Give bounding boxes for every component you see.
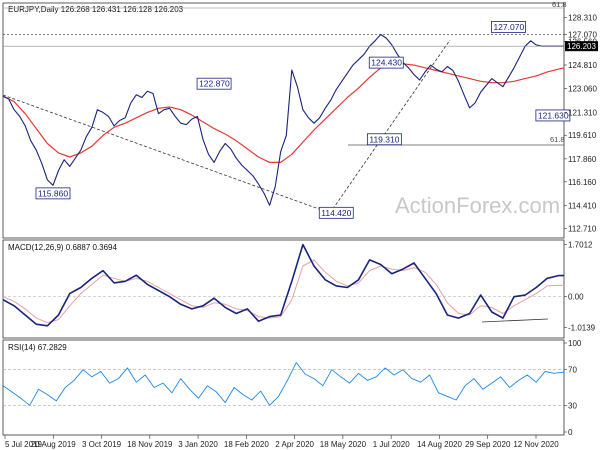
price-annotation-box <box>491 21 526 33</box>
rsi-series-group <box>2 362 565 406</box>
x-tick-label: 12 Nov 2020 <box>513 440 559 449</box>
macd-trendline <box>481 318 549 323</box>
price-annotation-label: 114.420 <box>321 208 351 218</box>
macd-signal-line <box>2 259 564 324</box>
x-tick-label: 5 Jul 2019 <box>5 440 42 449</box>
price-annotation-box <box>366 133 402 146</box>
price-tick-label: 127.070 <box>568 30 597 39</box>
price-tick-label: 112.710 <box>568 224 597 233</box>
x-tick-label: 20 Aug 2019 <box>31 440 76 449</box>
price-annotation-box <box>196 77 232 90</box>
macd-pane-frame <box>2 239 565 339</box>
x-tick-label: 18 Feb 2020 <box>224 440 269 449</box>
price-annotation-box <box>535 109 571 122</box>
rsi-tick-label: 70 <box>568 366 577 375</box>
price-tick-label: 126.203 <box>567 42 596 51</box>
watermark: ActionForex.com <box>395 193 560 218</box>
price-tick-label: 124.810 <box>568 61 597 70</box>
price-last-tag <box>565 41 598 52</box>
x-tick-label: 2 Apr 2020 <box>275 440 314 449</box>
macd-tick-label: 0.00 <box>568 293 584 302</box>
price-annotation-box <box>368 56 404 69</box>
price-axis-group: 128.310127.070126.560126.203124.810123.0… <box>3 14 598 233</box>
price-sma-line <box>2 63 565 163</box>
x-tick-label: 3 Jan 2020 <box>178 440 218 449</box>
x-tick-label: 1 Jul 2020 <box>373 440 410 449</box>
price-annotation-label: 127.070 <box>493 22 524 32</box>
rsi-tick-label: 100 <box>568 339 582 348</box>
rsi-axis-group: 100 70 30 0 <box>564 339 582 437</box>
price-tick-label: 121.310 <box>568 108 597 117</box>
macd-axis-group: 1.7012 0.00 -1.0139 <box>564 241 596 333</box>
rsi-line <box>2 362 565 406</box>
price-annotation-label: 124.430 <box>371 58 402 68</box>
fib-label-top: 61.8 <box>552 0 567 9</box>
price-annotation-label: 115.860 <box>38 188 68 198</box>
rsi-tick-label: 30 <box>568 401 577 410</box>
x-tick-label: 18 May 2020 <box>320 440 367 449</box>
price-tick-label: 116.160 <box>568 178 597 187</box>
macd-line <box>2 243 564 327</box>
price-tick-label: 123.060 <box>568 85 597 94</box>
price-tick-label: 128.310 <box>568 14 597 23</box>
x-tick-label: 18 Nov 2019 <box>127 440 173 449</box>
price-annotation-label: 119.310 <box>369 134 399 144</box>
macd-series-group <box>2 243 564 327</box>
rsi-tick-label: 0 <box>568 428 573 437</box>
x-tick-label: 14 Aug 2020 <box>417 440 462 449</box>
macd-pane-title: MACD(12,26,9) 0.6887 0.3694 <box>8 243 118 252</box>
price-annotation-box <box>35 187 71 200</box>
rsi-pane-title: RSI(14) 67.2829 <box>8 343 67 352</box>
trendline-down <box>2 94 331 214</box>
price-tick-label: 119.610 <box>568 131 597 140</box>
price-series-group <box>2 33 565 206</box>
macd-tick-label: -1.0139 <box>568 324 596 333</box>
price-annotation-box <box>318 206 354 219</box>
price-tick-label: 117.860 <box>568 155 597 164</box>
x-tick-label: 29 Sep 2020 <box>465 440 511 449</box>
price-line <box>2 33 564 206</box>
x-tick-label: 3 Oct 2019 <box>82 440 122 449</box>
price-annotation-label: 122.870 <box>199 79 230 89</box>
price-pane-title: EURJPY,Daily 126.268 126.431 126.128 126… <box>8 5 184 14</box>
price-annotation-label: 121.630 <box>538 110 569 120</box>
price-tick-label: 114.410 <box>568 201 597 210</box>
fib-label-mid: 61.8 <box>550 135 565 144</box>
macd-tick-label: 1.7012 <box>568 241 593 250</box>
rsi-pane-frame <box>2 339 565 436</box>
price-annotations-group: 127.070 124.430 122.870 121.630 119.310 115.8… <box>35 21 571 219</box>
